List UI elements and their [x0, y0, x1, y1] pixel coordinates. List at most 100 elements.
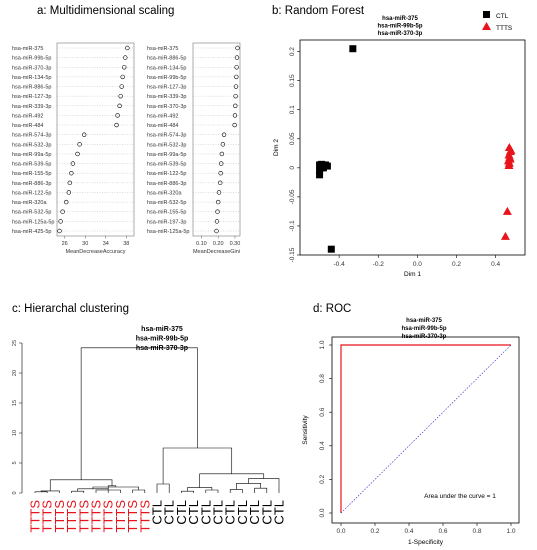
chart-title-line: hsa-miR-370-3p	[136, 345, 188, 352]
row-label: hsa-miR-425-5p	[12, 229, 51, 235]
y-tick-label: 0.0	[319, 508, 326, 517]
x-tick-label: 0.20	[213, 241, 224, 247]
plot-frame	[299, 39, 526, 256]
data-point	[120, 74, 125, 80]
data-point	[57, 228, 62, 234]
data-point	[69, 171, 74, 176]
chart-title-line: hsa-miR-370-3p	[378, 31, 423, 37]
row-label: hsa-miR-320a	[12, 200, 47, 206]
y-tick-label: 0.15	[289, 74, 296, 87]
row-label: hsa-miR-125a-5p	[12, 219, 55, 225]
legend-ctl-label: CTL	[496, 13, 509, 20]
row-label: hsa-miR-99b-5p	[12, 56, 51, 62]
leaf-label: CTL	[162, 500, 177, 525]
leaf-label: CTL	[211, 500, 226, 525]
data-point	[115, 113, 120, 118]
dendrogram-branch	[77, 488, 109, 493]
row-label: hsa-miR-370-3p	[12, 65, 51, 71]
dendrogram-branch	[132, 489, 146, 493]
chart-title-line: hsa-miR-99b-5p	[136, 336, 189, 343]
leaf-label: TTTS	[52, 500, 67, 533]
row-label: hsa-miR-532-3p	[12, 142, 51, 148]
leaf-label: TTTS	[113, 500, 128, 533]
dendrogram-branch	[162, 447, 233, 484]
x-tick-label: 38	[123, 241, 129, 247]
data-point	[216, 190, 222, 195]
leaf-label: CTL	[272, 500, 287, 525]
x-axis-label: MeanDecreaseGini	[193, 249, 240, 255]
row-label: hsa-miR-127-3p	[147, 85, 186, 91]
dendrogram-branch	[254, 487, 268, 493]
data-point	[122, 65, 127, 70]
y-tick-label: 10	[12, 430, 18, 436]
dendrogram-branch	[229, 489, 243, 493]
leaf-label: CTL	[174, 500, 189, 525]
row-label: hsa-miR-339-3p	[12, 104, 51, 110]
row-label: hsa-miR-134-5p	[12, 75, 51, 81]
ttts-point	[500, 231, 510, 240]
ctl-point	[349, 45, 357, 53]
leaf-label: CTL	[186, 500, 201, 525]
leaf-label: CTL	[235, 500, 250, 525]
y-tick-label: 1.0	[319, 340, 326, 349]
row-label: hsa-miR-127-3p	[12, 94, 51, 100]
data-point	[214, 228, 219, 234]
data-point	[58, 219, 63, 224]
data-point	[114, 122, 119, 128]
dendrogram-branch	[181, 490, 194, 493]
data-point	[214, 219, 220, 224]
chart-title-line: hsa-miR-99b-5p	[377, 24, 422, 30]
row-label: hsa-miR-532-3p	[147, 142, 186, 148]
x-tick-label: 0.0	[336, 528, 345, 535]
dendrogram-branch	[248, 478, 280, 493]
leaf-label: CTL	[198, 500, 213, 525]
data-point	[234, 65, 239, 70]
accuracy-dotchart: hsa-miR-375 hsa-miR-99b-5p hsa-miR-370-3p h…	[12, 42, 135, 255]
data-point	[77, 142, 82, 147]
dendrogram-branch	[107, 485, 117, 490]
x-tick-label: 0.0	[413, 261, 422, 268]
y-tick-label: -0.05	[289, 189, 296, 204]
x-tick-label: 0.6	[438, 528, 447, 535]
ctl-point	[316, 167, 324, 175]
y-tick-label: 0.2	[319, 475, 326, 484]
data-point	[60, 209, 65, 214]
data-point	[235, 45, 240, 51]
data-point	[232, 122, 237, 128]
row-label: hsa-miR-99a-5p	[12, 152, 51, 158]
leaf-label: TTTS	[40, 500, 55, 533]
dendrogram: 0 5 10 15 20 25 hsa-miR-375 hsa-miR-99b-5p hsa-m…	[12, 326, 287, 533]
leaf-label: TTTS	[76, 500, 91, 533]
row-label: hsa-miR-99b-5p	[147, 75, 186, 81]
data-point	[217, 180, 223, 186]
x-tick-label: 0.2	[452, 261, 461, 268]
data-point	[118, 93, 123, 99]
panel-c-title: c: Hierarchal clustering	[12, 303, 129, 315]
data-point	[234, 55, 240, 60]
data-point	[66, 190, 72, 195]
data-point	[233, 84, 239, 89]
ctl-point	[327, 245, 335, 253]
x-axis-label: MeanDecreaseAccuracy	[66, 249, 126, 255]
row-label: hsa-miR-574-3p	[147, 133, 186, 139]
y-tick-label: 20	[12, 370, 18, 376]
legend-ttts-label: TTTS	[496, 25, 513, 32]
row-label: hsa-miR-886-3p	[147, 181, 186, 187]
data-point	[220, 142, 226, 147]
leaf-label: TTTS	[28, 500, 43, 533]
leaf-label: TTTS	[101, 500, 116, 533]
dendrogram-branch	[187, 487, 213, 492]
x-axis-label: Dim 1	[404, 271, 421, 278]
row-label: hsa-miR-320a	[147, 190, 182, 196]
data-point	[219, 161, 224, 166]
chart-title-line: hsa-miR-99b-5p	[401, 326, 446, 332]
data-point	[219, 151, 225, 157]
row-label: hsa-miR-197-3p	[147, 219, 186, 225]
data-point	[75, 151, 80, 157]
data-point	[233, 103, 238, 108]
y-axis-label: Dim 2	[273, 139, 280, 156]
leaf-label: CTL	[247, 500, 262, 525]
ttts-point	[504, 161, 514, 170]
leaf-label: CTL	[259, 500, 274, 525]
